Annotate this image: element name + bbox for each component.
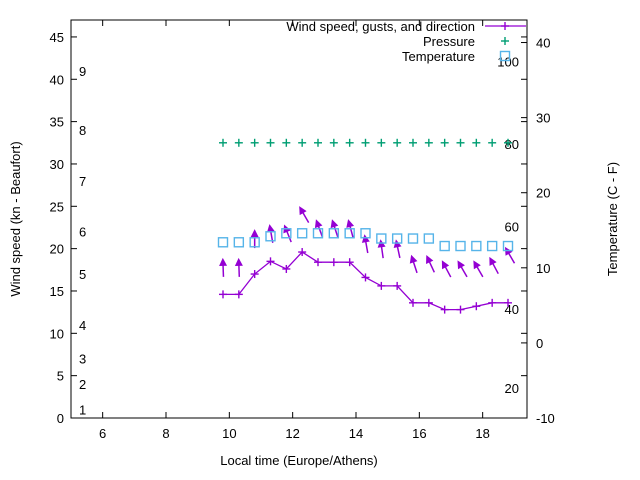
y2-tick-label: 10 bbox=[536, 261, 550, 276]
beaufort-label: 9 bbox=[79, 64, 86, 79]
wind-direction-arrow bbox=[234, 257, 243, 277]
beaufort-label: 8 bbox=[79, 123, 86, 138]
legend-label-1: Pressure bbox=[423, 34, 475, 49]
wind-direction-arrow bbox=[330, 219, 339, 238]
legend-marker-square bbox=[499, 50, 511, 62]
y-tick-label: 0 bbox=[57, 411, 64, 426]
y-tick-label: 10 bbox=[50, 326, 64, 341]
fahrenheit-label: 60 bbox=[505, 220, 519, 235]
temperature-marker bbox=[407, 233, 419, 244]
y2-tick-label: 20 bbox=[536, 186, 550, 201]
plot-frame bbox=[70, 19, 528, 419]
wind-direction-arrow bbox=[441, 260, 452, 278]
y-tick-label: 25 bbox=[50, 199, 64, 214]
wind-direction-arrow bbox=[457, 260, 468, 278]
y-tick-label: 5 bbox=[57, 369, 64, 384]
y-tick-label: 40 bbox=[50, 72, 64, 87]
temperature-marker bbox=[376, 233, 387, 244]
temperature-marker bbox=[249, 237, 260, 248]
y-tick-label: 30 bbox=[50, 157, 64, 172]
y2-tick-label: -10 bbox=[536, 411, 555, 426]
temperature-marker bbox=[265, 231, 276, 242]
temperature-marker bbox=[502, 240, 514, 252]
beaufort-label: 7 bbox=[79, 174, 86, 189]
temperature-marker bbox=[471, 240, 482, 252]
temperature-marker bbox=[344, 228, 355, 239]
x-tick-label: 16 bbox=[412, 426, 426, 441]
y2-axis-title: Temperature (C - F) bbox=[605, 162, 620, 276]
temperature-marker bbox=[281, 228, 292, 239]
beaufort-label: 5 bbox=[79, 267, 86, 282]
x-tick-label: 14 bbox=[349, 426, 363, 441]
wind-direction-arrow bbox=[505, 246, 516, 264]
x-tick-label: 12 bbox=[285, 426, 299, 441]
temperature-marker bbox=[296, 228, 308, 239]
temperature-marker bbox=[328, 228, 340, 239]
wind-direction-arrow bbox=[426, 255, 436, 273]
temperature-marker bbox=[391, 233, 403, 244]
fahrenheit-label: 100 bbox=[497, 54, 519, 69]
beaufort-label: 2 bbox=[79, 377, 86, 392]
y-axis-title: Wind speed (kn - Beaufort) bbox=[8, 141, 23, 296]
wind-direction-arrow bbox=[361, 234, 370, 254]
x-tick-label: 8 bbox=[162, 426, 169, 441]
fahrenheit-label: 80 bbox=[505, 137, 519, 152]
temperature-marker bbox=[423, 233, 435, 244]
wind-direction-arrow bbox=[219, 257, 228, 277]
y2-tick-label: 30 bbox=[536, 111, 550, 126]
x-tick-label: 18 bbox=[475, 426, 489, 441]
temperature-marker bbox=[217, 237, 229, 248]
fahrenheit-label: 20 bbox=[505, 381, 519, 396]
y2-tick-label: 0 bbox=[536, 336, 543, 351]
wind-direction-arrow bbox=[283, 224, 292, 243]
legend-label-0: Wind speed, gusts, and direction bbox=[286, 19, 475, 34]
y-tick-label: 45 bbox=[50, 30, 64, 45]
y-tick-label: 15 bbox=[50, 284, 64, 299]
y-tick-label: 20 bbox=[50, 242, 64, 257]
x-tick-label: 6 bbox=[99, 426, 106, 441]
wind-direction-arrow bbox=[299, 206, 310, 224]
wind-direction-arrow bbox=[473, 260, 484, 278]
temperature-marker bbox=[233, 237, 245, 248]
x-axis-title: Local time (Europe/Athens) bbox=[220, 453, 378, 468]
wind-direction-arrow bbox=[409, 254, 418, 274]
wind-direction-arrow bbox=[489, 256, 499, 275]
beaufort-label: 1 bbox=[79, 403, 86, 418]
temperature-marker bbox=[455, 240, 466, 252]
temperature-marker bbox=[312, 228, 324, 239]
beaufort-label: 6 bbox=[79, 225, 86, 240]
temperature-marker bbox=[439, 240, 450, 252]
beaufort-label: 4 bbox=[79, 318, 86, 333]
y-tick-label: 35 bbox=[50, 115, 64, 130]
wind-direction-arrow bbox=[250, 229, 259, 249]
temperature-marker bbox=[360, 228, 371, 239]
temperature-marker bbox=[486, 240, 498, 252]
fahrenheit-label: 40 bbox=[505, 302, 519, 317]
wind-direction-arrow bbox=[314, 219, 324, 238]
beaufort-label: 3 bbox=[79, 352, 86, 367]
y2-tick-label: 40 bbox=[536, 36, 550, 51]
wind-direction-arrow bbox=[346, 219, 355, 238]
legend-label-2: Temperature bbox=[402, 49, 475, 64]
x-tick-label: 10 bbox=[222, 426, 236, 441]
